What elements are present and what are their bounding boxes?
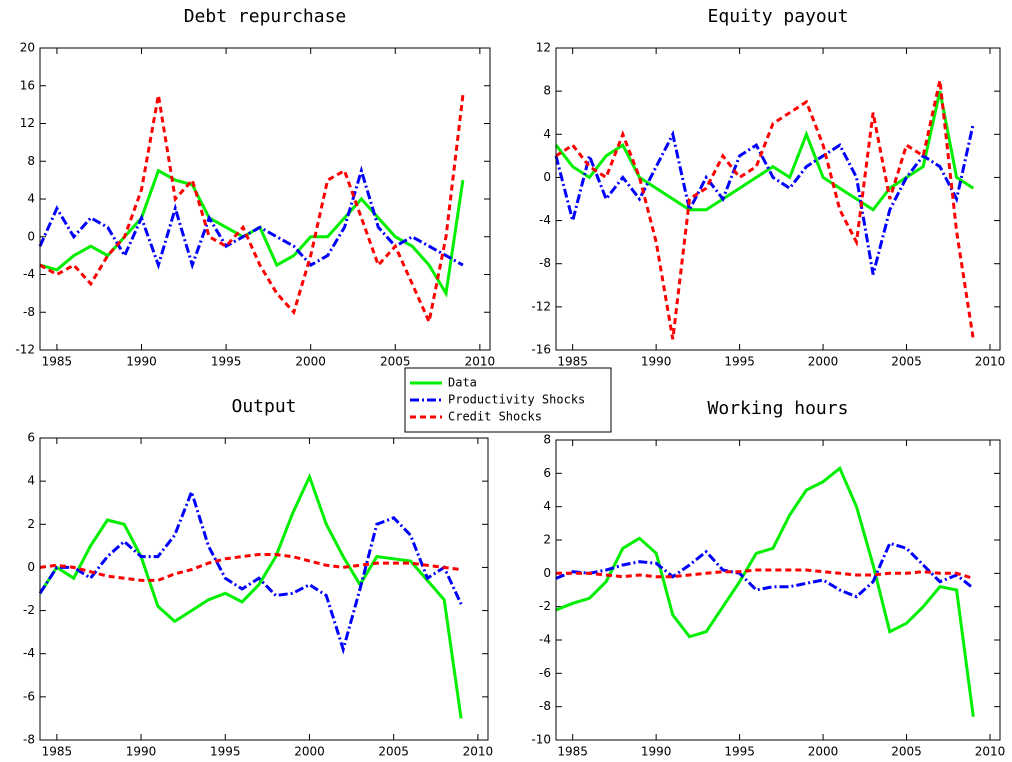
- y-tick-label: 20: [20, 41, 35, 55]
- series-line: [555, 541, 975, 599]
- y-tick-label: 2: [543, 533, 551, 547]
- plot-frame: [555, 439, 1001, 741]
- series-line: [38, 487, 463, 655]
- series-line: [39, 553, 462, 582]
- y-tick-label: 4: [27, 474, 35, 488]
- series-line: [39, 168, 465, 298]
- series-line: [554, 123, 975, 275]
- y-tick-label: 8: [27, 154, 35, 168]
- y-tick-label: 0: [27, 229, 35, 243]
- legend-label: Credit Shocks: [448, 410, 542, 424]
- x-tick-label: 1990: [641, 355, 672, 369]
- x-tick-label: 1995: [724, 745, 755, 759]
- plot-frame: [39, 437, 489, 741]
- x-tick-label: 2010: [465, 355, 496, 369]
- x-tick-label: 2005: [891, 745, 922, 759]
- chart-title: Equity payout: [708, 6, 849, 27]
- y-tick-label: -6: [23, 689, 35, 703]
- x-tick-label: 1995: [724, 355, 755, 369]
- y-tick-label: -4: [539, 633, 551, 647]
- legend-label: Data: [448, 376, 477, 390]
- x-tick-label: 2000: [808, 745, 839, 759]
- chart-title: Output: [231, 396, 296, 417]
- y-tick-label: -16: [531, 343, 551, 357]
- x-tick-label: 2010: [463, 745, 494, 759]
- series-line: [38, 472, 463, 719]
- y-tick-label: 12: [20, 116, 35, 130]
- x-tick-label: 1985: [42, 355, 73, 369]
- x-tick-label: 2010: [975, 745, 1006, 759]
- y-tick-label: 0: [543, 566, 551, 580]
- y-tick-label: -8: [23, 733, 35, 747]
- x-tick-label: 2000: [808, 355, 839, 369]
- y-tick-label: -8: [539, 699, 551, 713]
- series-line: [554, 90, 975, 212]
- y-tick-label: 16: [20, 78, 35, 92]
- y-tick-label: 0: [543, 170, 551, 184]
- x-tick-label: 2005: [891, 355, 922, 369]
- x-tick-label: 1990: [126, 355, 157, 369]
- y-tick-label: 8: [543, 84, 551, 98]
- x-tick-label: 2000: [294, 745, 325, 759]
- series-line: [556, 568, 974, 580]
- series-line: [38, 165, 464, 270]
- plot-frame: [39, 47, 491, 351]
- x-tick-label: 1995: [211, 355, 242, 369]
- y-tick-label: 4: [543, 127, 551, 141]
- y-tick-label: 0: [27, 560, 35, 574]
- chart-title: Debt repurchase: [184, 6, 347, 27]
- y-tick-label: -4: [539, 213, 551, 227]
- y-tick-label: 12: [536, 41, 551, 55]
- y-tick-label: 6: [543, 466, 551, 480]
- x-tick-label: 1985: [42, 745, 73, 759]
- y-tick-label: 4: [27, 192, 35, 206]
- y-tick-label: -6: [539, 666, 551, 680]
- y-tick-label: -8: [539, 256, 551, 270]
- x-tick-label: 1995: [210, 745, 241, 759]
- x-tick-label: 2005: [380, 355, 411, 369]
- x-tick-label: 1990: [126, 745, 157, 759]
- y-tick-label: 4: [543, 499, 551, 513]
- chart-title: Working hours: [708, 398, 849, 419]
- series-line: [555, 80, 975, 340]
- series-line: [39, 94, 465, 327]
- legend-label: Productivity Shocks: [448, 393, 585, 407]
- y-tick-label: -4: [23, 267, 35, 281]
- x-tick-label: 1985: [557, 745, 588, 759]
- y-tick-label: 2: [27, 517, 35, 531]
- y-tick-label: -4: [23, 646, 35, 660]
- x-tick-label: 2000: [295, 355, 326, 369]
- y-tick-label: -8: [23, 305, 35, 319]
- series-line: [555, 465, 975, 717]
- y-tick-label: -10: [531, 733, 551, 747]
- y-tick-label: -2: [23, 603, 35, 617]
- x-tick-label: 2010: [975, 355, 1006, 369]
- x-tick-label: 1990: [641, 745, 672, 759]
- y-tick-label: -12: [15, 343, 35, 357]
- y-tick-label: 8: [543, 433, 551, 447]
- y-tick-label: -12: [531, 299, 551, 313]
- x-tick-label: 1985: [557, 355, 588, 369]
- y-tick-label: 6: [27, 431, 35, 445]
- plot-frame: [555, 47, 1001, 351]
- y-tick-label: -2: [539, 599, 551, 613]
- x-tick-label: 2005: [378, 745, 409, 759]
